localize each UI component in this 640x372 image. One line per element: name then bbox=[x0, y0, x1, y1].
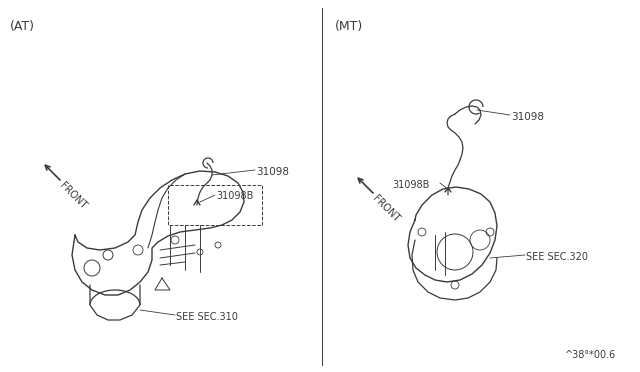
Text: SEE SEC.310: SEE SEC.310 bbox=[176, 312, 238, 322]
Text: (MT): (MT) bbox=[335, 20, 364, 33]
Text: 31098B: 31098B bbox=[392, 180, 429, 190]
Text: 31098: 31098 bbox=[256, 167, 289, 177]
Text: ^38°*00.6: ^38°*00.6 bbox=[565, 350, 616, 360]
Text: 31098B: 31098B bbox=[216, 191, 253, 201]
Text: FRONT: FRONT bbox=[371, 193, 401, 224]
Text: 31098: 31098 bbox=[511, 112, 544, 122]
Text: FRONT: FRONT bbox=[58, 180, 88, 211]
Text: (AT): (AT) bbox=[10, 20, 35, 33]
Text: SEE SEC.320: SEE SEC.320 bbox=[526, 252, 588, 262]
